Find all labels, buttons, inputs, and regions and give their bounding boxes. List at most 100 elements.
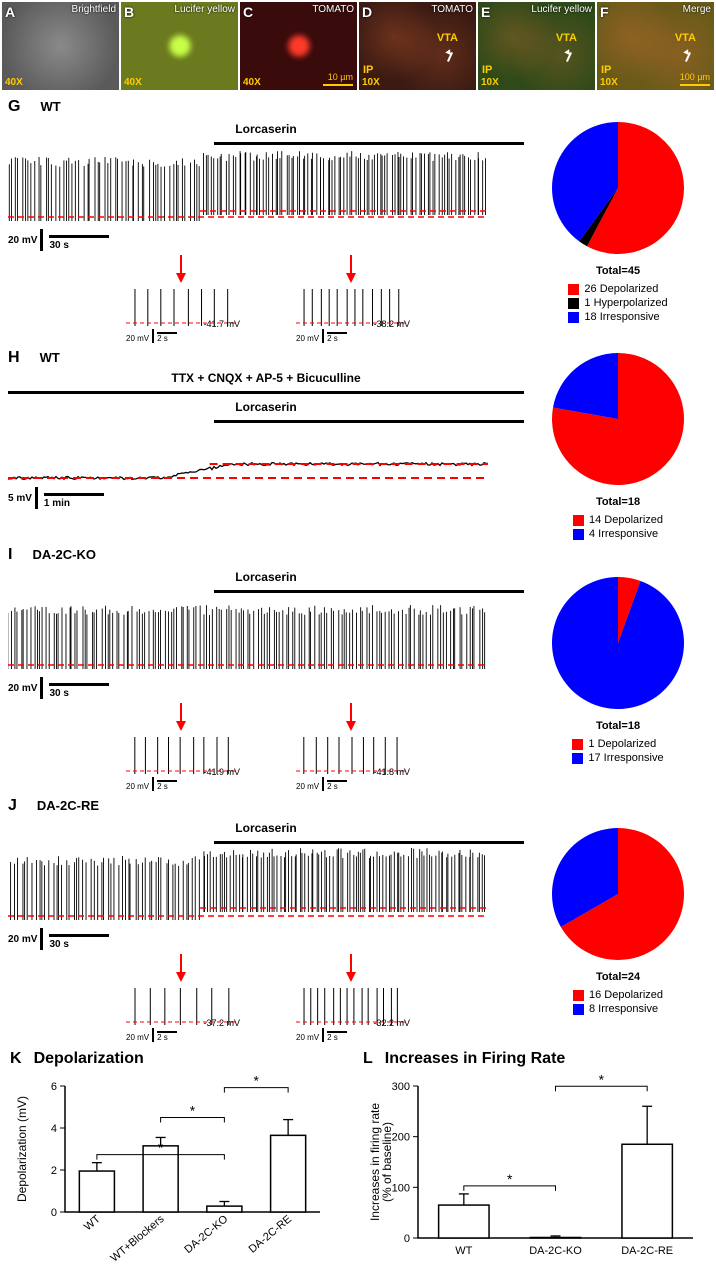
pie-legend: 1 Depolarized 17 Irresponsive bbox=[572, 736, 663, 764]
section-H: HWTTTX + CNQX + AP-5 + BicucullineLorcas… bbox=[0, 343, 716, 540]
svg-text:DA-2C-RE: DA-2C-RE bbox=[247, 1213, 295, 1256]
inset-scale: 20 mV2 s bbox=[296, 329, 347, 343]
yscale-label: 20 mV bbox=[8, 235, 37, 246]
legend-label: 16 Depolarized bbox=[589, 989, 663, 1001]
red-arrow-head-icon bbox=[176, 972, 186, 982]
svg-text:*: * bbox=[254, 1073, 260, 1089]
legend-row: 1 Hyperpolarized bbox=[568, 297, 667, 309]
section-G: GWTLorcaserin20 mV30 s-41.7 mV20 mV2 s-3… bbox=[0, 92, 716, 343]
panel-magnification: 40X bbox=[5, 77, 23, 88]
arrow-icon bbox=[682, 52, 694, 64]
pie-wrap bbox=[548, 349, 688, 492]
voltage-trace bbox=[8, 145, 488, 235]
panel-letter: E bbox=[481, 4, 490, 20]
blockers-label: TTX + CNQX + AP-5 + Bicuculline bbox=[8, 371, 524, 385]
legend-row: 4 Irresponsive bbox=[573, 528, 663, 540]
inset-mv-label: -41.7 mV bbox=[203, 319, 240, 329]
legend-row: 1 Depolarized bbox=[572, 738, 663, 750]
trace-left-J: JDA-2C-RELorcaserin20 mV30 s-37.2 mV20 m… bbox=[8, 797, 524, 1042]
inset-xscale: 2 s bbox=[157, 1033, 177, 1042]
pie-legend: 26 Depolarized1 Hyperpolarized18 Irrespo… bbox=[568, 281, 667, 323]
label-vta: VTA bbox=[675, 32, 696, 44]
voltage-trace bbox=[8, 423, 488, 493]
legend-row: 16 Depolarized bbox=[573, 989, 663, 1001]
inset-scale: 20 mV2 s bbox=[126, 777, 177, 791]
genotype-label: DA-2C-KO bbox=[32, 547, 96, 562]
inset-row: -41.7 mV20 mV2 s-38.2 mV20 mV2 s bbox=[8, 255, 524, 343]
label-ip: IP bbox=[482, 64, 492, 76]
scalebar: 10 µm bbox=[323, 72, 353, 86]
inset-mv-label: -41.8 mV bbox=[373, 767, 410, 777]
xscale-label: 1 min bbox=[44, 498, 104, 509]
bar-title-K: Depolarization bbox=[34, 1050, 144, 1068]
inset-yscale: 20 mV bbox=[296, 782, 319, 791]
bar-title-L: Increases in Firing Rate bbox=[385, 1050, 566, 1068]
yscale-label: 20 mV bbox=[8, 683, 37, 694]
panel-magnification: 10X bbox=[600, 77, 618, 88]
drug-label: Lorcaserin bbox=[111, 122, 421, 136]
voltage-trace bbox=[8, 593, 488, 683]
drug-bar bbox=[214, 142, 524, 145]
legend-swatch bbox=[572, 753, 583, 764]
pie-wrap bbox=[548, 824, 688, 967]
svg-text:DA-2C-KO: DA-2C-KO bbox=[529, 1245, 582, 1257]
bar-charts-row: K Depolarization 0246Depolarization (mV)… bbox=[0, 1042, 716, 1281]
pie-wrap bbox=[548, 118, 688, 261]
svg-text:DA-2C-RE: DA-2C-RE bbox=[621, 1245, 673, 1257]
legend-label: 18 Irresponsive bbox=[584, 311, 659, 323]
legend-swatch bbox=[573, 515, 584, 526]
trace-left-H: HWTTTX + CNQX + AP-5 + BicucullineLorcas… bbox=[8, 349, 524, 540]
drug-label: Lorcaserin bbox=[111, 570, 421, 584]
drug-label: Lorcaserin bbox=[111, 821, 421, 835]
red-arrow-stem bbox=[180, 954, 182, 972]
blockers-bar bbox=[8, 391, 524, 394]
inset-mv-label: -41.9 mV bbox=[203, 767, 240, 777]
cell-blob bbox=[286, 33, 312, 59]
red-arrow-stem bbox=[180, 255, 182, 273]
red-arrow-stem bbox=[350, 703, 352, 721]
legend-label: 14 Depolarized bbox=[589, 514, 663, 526]
legend-row: 14 Depolarized bbox=[573, 514, 663, 526]
svg-text:0: 0 bbox=[404, 1233, 410, 1245]
inset-xscale: 2 s bbox=[327, 334, 347, 343]
svg-text:DA-2C-KO: DA-2C-KO bbox=[182, 1213, 230, 1256]
red-arrow-stem bbox=[350, 255, 352, 273]
pie-chart bbox=[548, 824, 688, 964]
xscale-label: 30 s bbox=[49, 939, 109, 950]
inset-xscale: 2 s bbox=[157, 334, 177, 343]
red-arrow-head-icon bbox=[346, 273, 356, 283]
svg-text:300: 300 bbox=[392, 1081, 410, 1093]
trace-left-G: GWTLorcaserin20 mV30 s-41.7 mV20 mV2 s-3… bbox=[8, 98, 524, 343]
micro-panel-E: ELucifer yellow10XVTAIP bbox=[478, 2, 595, 90]
bar-chart-K: 0246Depolarization (mV)WTWT+BlockersDA-2… bbox=[10, 1068, 330, 1268]
svg-text:WT: WT bbox=[455, 1245, 472, 1257]
inset-right: -41.8 mV20 mV2 s bbox=[296, 703, 406, 791]
scale-bars: 5 mV1 min bbox=[8, 487, 524, 509]
inset-row: -41.9 mV20 mV2 s-41.8 mV20 mV2 s bbox=[8, 703, 524, 791]
panel-magnification: 40X bbox=[243, 77, 261, 88]
panel-title: Lucifer yellow bbox=[174, 4, 235, 15]
legend-label: 4 Irresponsive bbox=[589, 528, 658, 540]
panel-letter: J bbox=[8, 797, 17, 815]
legend-row: 18 Irresponsive bbox=[568, 311, 667, 323]
svg-text:6: 6 bbox=[51, 1081, 57, 1093]
panel-title: Lucifer yellow bbox=[531, 4, 592, 15]
svg-text:200: 200 bbox=[392, 1132, 410, 1144]
panel-letter-L: L bbox=[363, 1050, 373, 1068]
label-vta: VTA bbox=[437, 32, 458, 44]
drug-bar bbox=[214, 420, 524, 423]
panel-magnification: 10X bbox=[362, 77, 380, 88]
genotype-label: WT bbox=[40, 99, 60, 114]
panel-letter: H bbox=[8, 349, 20, 367]
inset-yscale: 20 mV bbox=[126, 334, 149, 343]
legend-row: 17 Irresponsive bbox=[572, 752, 663, 764]
panel-letter: G bbox=[8, 98, 20, 116]
legend-swatch bbox=[573, 990, 584, 1001]
xscale-label: 30 s bbox=[49, 240, 109, 251]
pie-total: Total=18 bbox=[596, 720, 640, 732]
inset-xscale: 2 s bbox=[157, 782, 177, 791]
panel-letter: A bbox=[5, 4, 15, 20]
red-arrow-stem bbox=[350, 954, 352, 972]
pie-column-H: Total=1814 Depolarized4 Irresponsive bbox=[528, 349, 708, 540]
bar-panel-L: L Increases in Firing Rate 0100200300Inc… bbox=[363, 1050, 706, 1271]
